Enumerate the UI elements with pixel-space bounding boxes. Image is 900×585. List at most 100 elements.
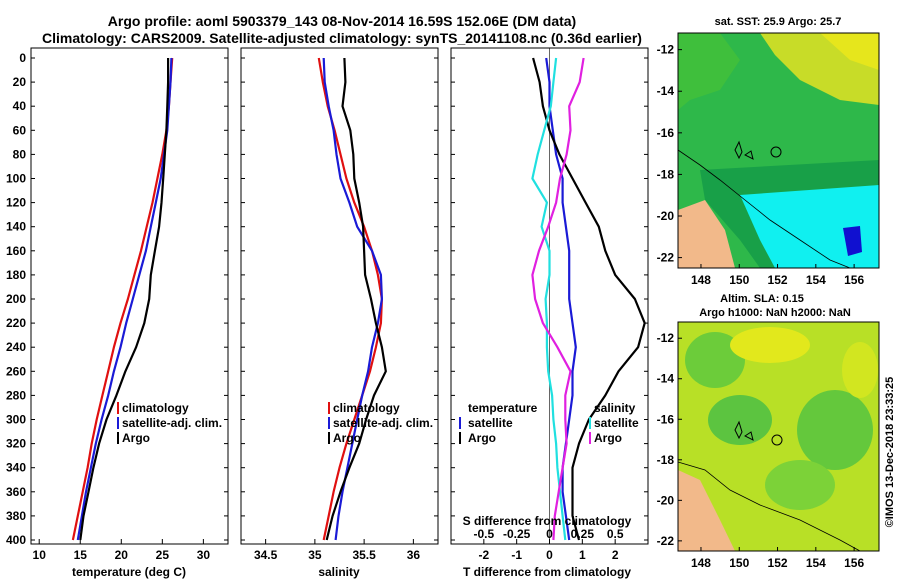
depth-tick-label: 20: [13, 75, 27, 89]
depth-tick-label: 220: [6, 316, 26, 330]
x-tick-label: 2: [612, 548, 619, 562]
difference-legend-s-satellite: satellite: [594, 416, 639, 430]
salinity-legend-satellite: satellite-adj. clim.: [333, 416, 433, 430]
depth-tick-label: 400: [6, 533, 26, 547]
title-line-1: Argo profile: aoml 5903379_143 08-Nov-20…: [108, 13, 576, 29]
footer-credit: ©IMOS 13-Dec-2018 23:33:25: [884, 377, 896, 528]
lon-tick-label: 154: [806, 273, 826, 287]
depth-tick-label: 380: [6, 509, 26, 523]
top-tick-label: -0.25: [503, 527, 531, 541]
difference-legend: temperature satellite Argo salinity sate…: [459, 401, 639, 445]
lon-tick-label: 148: [691, 273, 711, 287]
difference-top-label: S difference from climatology: [463, 514, 632, 528]
salinity-legend-argo: Argo: [333, 431, 361, 445]
series-line-s-argo: [531, 57, 585, 541]
depth-tick-label: 300: [6, 413, 26, 427]
sst-reef-outline: [734, 140, 754, 160]
difference-plot: -2 -1 0 1 2-0.5 -0.25 0 0.25 0.5: [451, 48, 648, 562]
sst-map: [677, 32, 880, 269]
salinity-xlabel: salinity: [318, 565, 360, 579]
top-tick-label: -0.5: [473, 527, 494, 541]
series-line-s-satellite: [531, 57, 567, 541]
depth-tick-label: 340: [6, 461, 26, 475]
difference-legend-salinity: salinity: [594, 401, 636, 415]
lat-tick-label: -22: [657, 534, 675, 548]
sst-bathymetry-contour: [677, 149, 851, 269]
depth-tick-label: 140: [6, 220, 26, 234]
series-line-argo: [79, 58, 170, 541]
lat-tick-label: -16: [657, 412, 675, 426]
sst-cyan-region: [740, 185, 879, 268]
series-line-satellite: [322, 57, 383, 541]
x-tick-label: 1: [579, 548, 586, 562]
sst-blue-patch: [843, 226, 862, 256]
argo-location-marker: [771, 434, 783, 446]
top-tick-label: 0.25: [571, 527, 595, 541]
sla-yellow-blob: [730, 327, 810, 363]
sst-warmest-region: [820, 33, 879, 70]
lat-tick-label: -16: [657, 126, 675, 140]
x-tick-label: 35.5: [352, 548, 376, 562]
x-tick-label: 35: [308, 548, 322, 562]
difference-xlabel: T difference from climatology: [463, 565, 631, 579]
x-tick-label: 20: [115, 548, 129, 562]
sla-map-axes: -12 -14 -16 -18 -20 -22 148 150 152 154 156: [657, 331, 865, 570]
difference-legend-t-satellite: satellite: [468, 416, 513, 430]
sst-west-region: [678, 33, 740, 110]
depth-axis: 0 20 40 60 80 100 120 140 160 180 200 220 240 260 280 3…: [6, 51, 26, 547]
salinity-legend-climatology: climatology: [333, 401, 400, 415]
depth-tick-label: 100: [6, 172, 26, 186]
lon-tick-label: 156: [844, 273, 864, 287]
depth-tick-label: 80: [13, 147, 27, 161]
sla-bathymetry-contour: [677, 461, 861, 552]
top-tick-label: 0.5: [607, 527, 624, 541]
difference-legend-temperature: temperature: [468, 401, 538, 415]
sla-green-blob: [685, 332, 745, 388]
sla-yellow-blob: [842, 342, 878, 398]
difference-legend-t-argo: Argo: [468, 431, 496, 445]
salinity-plot-frame: [240, 47, 439, 545]
lon-tick-label: 152: [768, 273, 788, 287]
sst-map-frame: [677, 32, 880, 269]
x-tick-label: 15: [74, 548, 88, 562]
temperature-legend: climatology satellite-adj. clim. Argo: [117, 401, 222, 445]
sla-map: [677, 321, 880, 552]
x-tick-label: 30: [197, 548, 211, 562]
depth-tick-label: 260: [6, 364, 26, 378]
difference-legend-s-argo: Argo: [594, 431, 622, 445]
sla-green-blob: [708, 395, 772, 445]
sla-green-blob: [765, 460, 835, 510]
lon-tick-label: 154: [806, 556, 826, 570]
depth-tick-label: 320: [6, 437, 26, 451]
lon-tick-label: 148: [691, 556, 711, 570]
lat-tick-label: -14: [657, 372, 675, 386]
depth-tick-label: 60: [13, 123, 27, 137]
x-tick-label: -1: [511, 548, 522, 562]
sla-land: [678, 470, 735, 551]
depth-tick-label: 0: [19, 51, 26, 65]
lat-tick-label: -12: [657, 43, 675, 57]
temperature-plot: 10 15 20 25 30: [31, 57, 228, 562]
x-tick-label: 10: [33, 548, 47, 562]
depth-tick-label: 160: [6, 244, 26, 258]
temperature-legend-climatology: climatology: [122, 401, 189, 415]
sla-reef-outline: [734, 420, 754, 441]
sst-land: [678, 200, 735, 268]
depth-tick-label: 200: [6, 292, 26, 306]
lon-tick-label: 156: [844, 556, 864, 570]
depth-tick-label: 180: [6, 268, 26, 282]
depth-tick-label: 240: [6, 340, 26, 354]
lat-tick-label: -14: [657, 84, 675, 98]
x-tick-label: 36: [407, 548, 421, 562]
lat-tick-label: -12: [657, 331, 675, 345]
title-line-2: Climatology: CARS2009. Satellite-adjuste…: [42, 30, 642, 46]
series-line-argo: [325, 57, 387, 541]
depth-tick-label: 280: [6, 388, 26, 402]
x-tick-label: 25: [156, 548, 170, 562]
sla-map-frame: [677, 321, 880, 552]
sla-green-blob: [797, 390, 873, 470]
lon-tick-label: 152: [768, 556, 788, 570]
sst-map-title: sat. SST: 25.9 Argo: 25.7: [715, 16, 842, 28]
temperature-xlabel: temperature (deg C): [72, 565, 186, 579]
